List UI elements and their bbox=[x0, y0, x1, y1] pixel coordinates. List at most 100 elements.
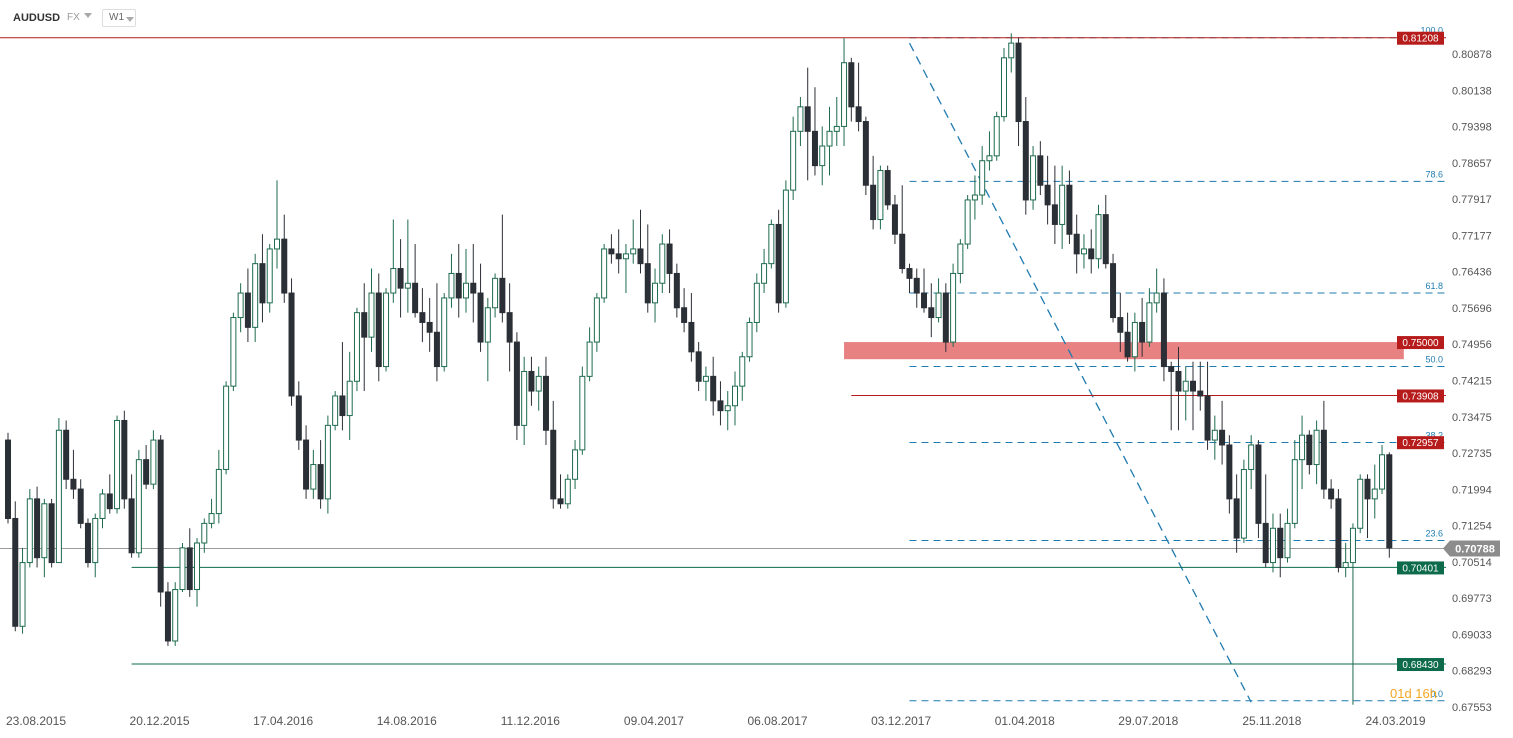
candle-body bbox=[19, 562, 26, 627]
candle-body bbox=[1073, 233, 1080, 255]
candle-body bbox=[92, 517, 99, 564]
symbol-label[interactable]: AUDUSD bbox=[13, 12, 61, 24]
y-tick-label: 0.68293 bbox=[1452, 666, 1492, 678]
candle-body bbox=[1146, 302, 1153, 343]
y-tick-label: 0.67553 bbox=[1452, 702, 1492, 714]
candle-body bbox=[1291, 459, 1298, 524]
candle-body bbox=[928, 307, 935, 319]
candle-body bbox=[463, 282, 470, 299]
candle-body bbox=[593, 297, 600, 343]
candle-body bbox=[1051, 204, 1058, 225]
candle-body bbox=[1030, 155, 1037, 201]
price-tag-label: 0.70401 bbox=[1402, 563, 1439, 574]
candle-body bbox=[1131, 321, 1138, 358]
candle-body bbox=[1190, 380, 1197, 392]
candle-body bbox=[644, 263, 651, 304]
candle-body bbox=[179, 547, 186, 591]
market-chevron-down-icon[interactable] bbox=[84, 13, 92, 18]
candle-body bbox=[201, 522, 208, 544]
candle-body bbox=[310, 464, 317, 490]
candle-body bbox=[1226, 444, 1233, 500]
y-tick-label: 0.73475 bbox=[1452, 412, 1492, 424]
candle-body bbox=[26, 498, 33, 564]
candle-body bbox=[935, 292, 942, 319]
price-tag bbox=[1397, 561, 1444, 575]
candle-body bbox=[637, 248, 644, 265]
y-tick-label: 0.80878 bbox=[1452, 49, 1492, 61]
candle-body bbox=[375, 292, 382, 368]
candle-body bbox=[659, 243, 666, 284]
x-tick-label: 09.04.2017 bbox=[624, 714, 684, 728]
price-tag bbox=[1397, 389, 1444, 403]
candle-body bbox=[1364, 478, 1371, 500]
candle-body bbox=[1066, 184, 1073, 235]
candle-body bbox=[84, 522, 91, 564]
candle-body bbox=[143, 459, 150, 485]
candle-body bbox=[252, 263, 259, 328]
candle-body bbox=[695, 351, 702, 382]
candle-body bbox=[230, 317, 237, 387]
candle-body bbox=[986, 155, 993, 162]
candle-body bbox=[732, 385, 738, 407]
x-tick-label: 25.11.2018 bbox=[1242, 714, 1301, 728]
candle-body bbox=[128, 498, 135, 554]
candle-body bbox=[1095, 214, 1102, 260]
candle-body bbox=[921, 292, 928, 309]
candle-body bbox=[412, 282, 419, 314]
candle-body bbox=[1175, 370, 1182, 392]
candle-body bbox=[688, 321, 695, 353]
candle-body bbox=[1168, 366, 1175, 372]
candle-body bbox=[1357, 478, 1364, 529]
candle-body bbox=[1153, 292, 1160, 304]
candle-body bbox=[339, 395, 346, 417]
candle-body bbox=[324, 424, 331, 500]
candle-body bbox=[739, 356, 746, 387]
y-tick-label: 0.71254 bbox=[1452, 521, 1492, 533]
candle-body bbox=[746, 321, 753, 358]
candle-body bbox=[150, 439, 157, 485]
candle-body bbox=[172, 589, 179, 642]
price-tag-label: 0.72957 bbox=[1402, 438, 1439, 449]
fib-level-label: 50.0 bbox=[1425, 355, 1443, 365]
candle-body bbox=[492, 277, 499, 309]
candle-body bbox=[273, 238, 280, 250]
candle-body bbox=[724, 405, 731, 412]
y-tick-label: 0.74215 bbox=[1452, 376, 1492, 388]
candle-body bbox=[1219, 429, 1226, 446]
candle-body bbox=[877, 170, 884, 221]
candle-body bbox=[1335, 498, 1342, 568]
fib-level-label: 23.6 bbox=[1425, 529, 1443, 539]
candle-body bbox=[1139, 321, 1146, 343]
candle-body bbox=[455, 272, 462, 299]
price-tag bbox=[1397, 436, 1444, 450]
y-tick-label: 0.77917 bbox=[1452, 194, 1492, 206]
candle-body bbox=[281, 238, 288, 294]
candle-body bbox=[215, 468, 222, 515]
candle-body bbox=[1262, 522, 1269, 564]
candle-body bbox=[135, 459, 142, 554]
timeframe-select[interactable]: W1 bbox=[102, 9, 136, 27]
candle-body bbox=[710, 375, 717, 402]
chart-toolbar: AUDUSD FX W1 bbox=[0, 0, 1513, 36]
candle-body bbox=[557, 498, 564, 505]
candle-body bbox=[1269, 527, 1276, 564]
candle-body bbox=[63, 429, 70, 480]
candle-body bbox=[630, 248, 637, 255]
candle-body bbox=[164, 591, 171, 642]
candle-body bbox=[855, 106, 862, 123]
candle-body bbox=[521, 370, 528, 426]
price-tag-label: 0.68430 bbox=[1402, 660, 1439, 671]
candle-body bbox=[48, 503, 55, 564]
y-tick-label: 0.69033 bbox=[1452, 629, 1492, 641]
price-tag bbox=[1397, 336, 1444, 350]
market-label[interactable]: FX bbox=[67, 12, 80, 23]
current-price-label: 0.70788 bbox=[1455, 543, 1495, 555]
candle-body bbox=[12, 517, 19, 627]
candle-body bbox=[1037, 155, 1044, 186]
candle-body bbox=[361, 312, 368, 338]
candle-body bbox=[572, 449, 579, 480]
candle-body bbox=[419, 312, 426, 323]
x-tick-label: 14.08.2016 bbox=[377, 714, 437, 728]
candle-body bbox=[1342, 562, 1349, 568]
